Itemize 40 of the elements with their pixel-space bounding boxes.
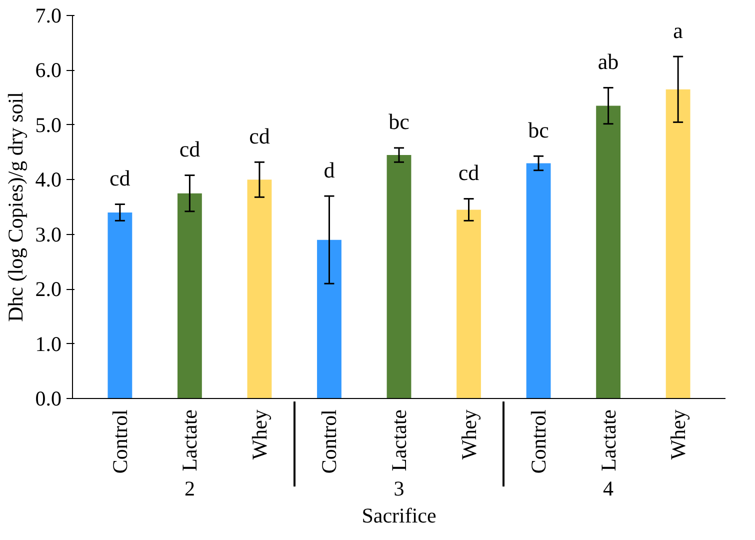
bar: [386, 155, 412, 398]
bar: [456, 210, 481, 398]
annotation: ab: [598, 49, 619, 74]
bar: [317, 240, 342, 398]
annotation: cd: [110, 166, 130, 191]
y-tick-label: 1.0: [35, 332, 62, 356]
text: 4: [603, 476, 614, 501]
text: 3: [394, 476, 404, 501]
bar: [247, 180, 272, 398]
y-tick-label: 6.0: [35, 58, 62, 82]
bar: [596, 106, 621, 398]
x-axis-title: Sacrifice: [362, 504, 436, 528]
annotation: a: [673, 18, 684, 43]
y-tick-label: 7.0: [35, 4, 62, 28]
annotation: cd: [458, 160, 480, 186]
x-tick-label: Whey: [456, 409, 481, 460]
text: 2: [184, 476, 195, 501]
y-axis-title: Dhc (log Copies)/g dry soil: [3, 92, 28, 322]
y-tick-label: 5.0: [35, 112, 62, 137]
x-tick-label: Lactate: [596, 410, 620, 472]
y-tick-label: 0.0: [35, 386, 62, 410]
x-tick-label: Lactate: [387, 410, 411, 472]
bar: [526, 163, 551, 398]
x-tick-label: Lactate: [178, 410, 202, 472]
annotation: cd: [249, 123, 270, 148]
annotation: d: [324, 157, 335, 182]
y-tick-label: 2.0: [35, 277, 62, 302]
y-tick-label: 4.0: [35, 168, 62, 192]
y-tick-label: 3.0: [35, 222, 62, 246]
x-tick-label: Control: [108, 409, 132, 474]
annotation: bc: [388, 109, 410, 134]
annotation: cd: [179, 136, 200, 162]
bar: [177, 193, 202, 398]
bar: [666, 89, 690, 398]
x-tick-label: Control: [526, 409, 551, 474]
x-tick-label: Control: [317, 409, 342, 474]
x-tick-label: Whey: [247, 409, 272, 460]
annotation: bc: [528, 117, 550, 142]
bar: [108, 212, 132, 398]
x-tick-label: Whey: [666, 409, 690, 460]
